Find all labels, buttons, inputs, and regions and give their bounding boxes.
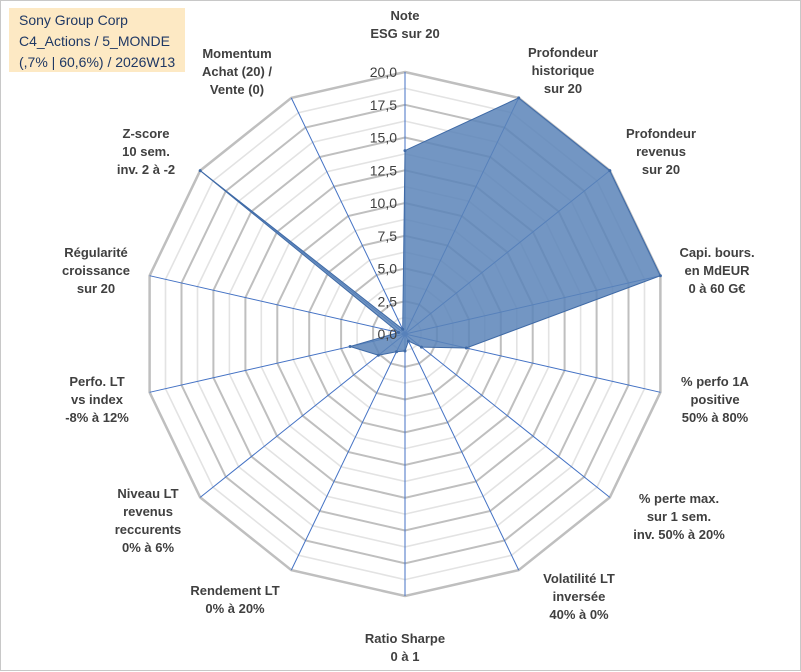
tick-label-5: 12,5 (370, 162, 397, 178)
axis-spoke-10 (199, 333, 406, 498)
data-point-10 (376, 353, 380, 357)
data-point-3 (608, 169, 612, 173)
axis-label-10-line-1: Niveau LT (117, 486, 178, 501)
axis-label-7-line-3: 40% à 0% (549, 607, 609, 622)
tick-label-2: 5,0 (378, 261, 398, 277)
axis-label-8-line-2: 0 à 1 (391, 649, 420, 664)
axis-spoke-6 (404, 333, 611, 498)
axis-spoke-12 (149, 275, 406, 335)
axis-label-10-line-4: 0% à 6% (122, 540, 174, 555)
axis-spoke-14 (290, 97, 406, 335)
axis-label-6-line-1: % perte max. (639, 491, 719, 506)
axis-label-3-line-3: sur 20 (642, 162, 680, 177)
axis-label-6-line-3: inv. 50% à 20% (633, 527, 725, 542)
axis-label-7-line-1: Volatilité LT (543, 571, 615, 586)
axis-label-2-line-2: historique (532, 63, 595, 78)
axis-label-6-line-2: sur 1 sem. (647, 509, 711, 524)
axis-label-11-line-2: vs index (71, 392, 124, 407)
axis-label-1-line-1: Note (391, 8, 420, 23)
chart-title-company: Sony Group Corp (19, 12, 128, 28)
tick-label-3: 7,5 (378, 228, 398, 244)
data-point-4 (658, 274, 662, 278)
axis-label-3-line-2: revenus (636, 144, 686, 159)
chart-title-category: C4_Actions / 5_MONDE (19, 33, 170, 49)
data-point-11 (348, 345, 352, 348)
axis-label-13-line-2: 10 sem. (122, 144, 170, 159)
data-point-2 (517, 96, 521, 100)
axis-label-10-line-3: reccurents (115, 522, 181, 537)
data-point-1 (403, 149, 407, 153)
axis-label-14-line-3: Vente (0) (210, 82, 264, 97)
tick-label-7: 17,5 (370, 97, 397, 113)
axis-label-11-line-1: Perfo. LT (69, 374, 124, 389)
axis-label-4-line-2: en MdEUR (685, 263, 751, 278)
tick-label-8: 20,0 (370, 64, 397, 80)
axis-label-4-line-3: 0 à 60 G€ (688, 281, 745, 296)
chart-title-box: Sony Group Corp C4_Actions / 5_MONDE (,7… (9, 8, 185, 72)
axis-label-8-line-1: Ratio Sharpe (365, 631, 445, 646)
tick-label-1: 2,5 (378, 293, 398, 309)
axis-label-2-line-1: Profondeur (528, 45, 598, 60)
axis-label-14-line-2: Achat (20) / (202, 64, 272, 79)
axis-label-9-line-2: 0% à 20% (205, 601, 265, 616)
data-point-6 (419, 345, 423, 349)
data-point-13 (198, 169, 202, 173)
axis-spoke-9 (290, 333, 406, 571)
axis-label-5-line-1: % perfo 1A (681, 374, 750, 389)
axis-label-9-line-1: Rendement LT (190, 583, 279, 598)
tick-label-0: 0,0 (378, 326, 398, 342)
axis-label-4-line-1: Capi. bours. (679, 245, 754, 260)
axis-spoke-7 (404, 333, 520, 571)
data-point-9 (395, 350, 398, 354)
tick-label-4: 10,0 (370, 195, 397, 211)
data-point-14 (401, 327, 405, 331)
tick-label-6: 15,0 (370, 130, 397, 146)
axis-label-13-line-1: Z-score (123, 126, 170, 141)
data-point-7 (406, 339, 410, 343)
axis-label-2-line-3: sur 20 (544, 81, 582, 96)
axis-label-10-line-2: revenus (123, 504, 173, 519)
axis-label-12-line-3: sur 20 (77, 281, 115, 296)
axis-label-13-line-3: inv. 2 à -2 (117, 162, 175, 177)
axis-label-1-line-2: ESG sur 20 (370, 26, 439, 41)
chart-title-period: (,7% | 60,6%) / 2026W13 (19, 54, 176, 70)
axis-label-3-line-1: Profondeur (626, 126, 696, 141)
axis-label-11-line-3: -8% à 12% (65, 410, 129, 425)
data-point-12 (397, 331, 401, 334)
axis-label-7-line-2: inversée (553, 589, 606, 604)
axis-label-14-line-1: Momentum (202, 46, 271, 61)
data-point-8 (403, 349, 407, 353)
axis-label-12-line-2: croissance (62, 263, 130, 278)
axis-label-5-line-2: positive (690, 392, 739, 407)
axis-label-5-line-3: 50% à 80% (682, 410, 749, 425)
axis-label-12-line-1: Régularité (64, 245, 128, 260)
data-point-5 (464, 346, 468, 350)
